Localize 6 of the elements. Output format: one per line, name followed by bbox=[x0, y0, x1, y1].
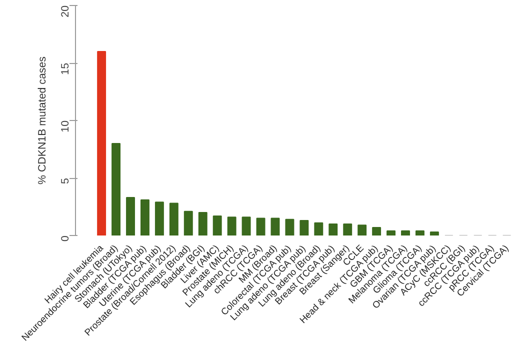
y-tick-label: 10 bbox=[60, 120, 72, 132]
y-axis-title: % CDKN1B mutated cases bbox=[36, 56, 48, 184]
y-tick-label: 20 bbox=[60, 5, 72, 18]
y-tick-label: 15 bbox=[60, 62, 72, 75]
y-tick-label: 5 bbox=[60, 178, 72, 184]
y-tick-label: 0 bbox=[60, 235, 72, 242]
